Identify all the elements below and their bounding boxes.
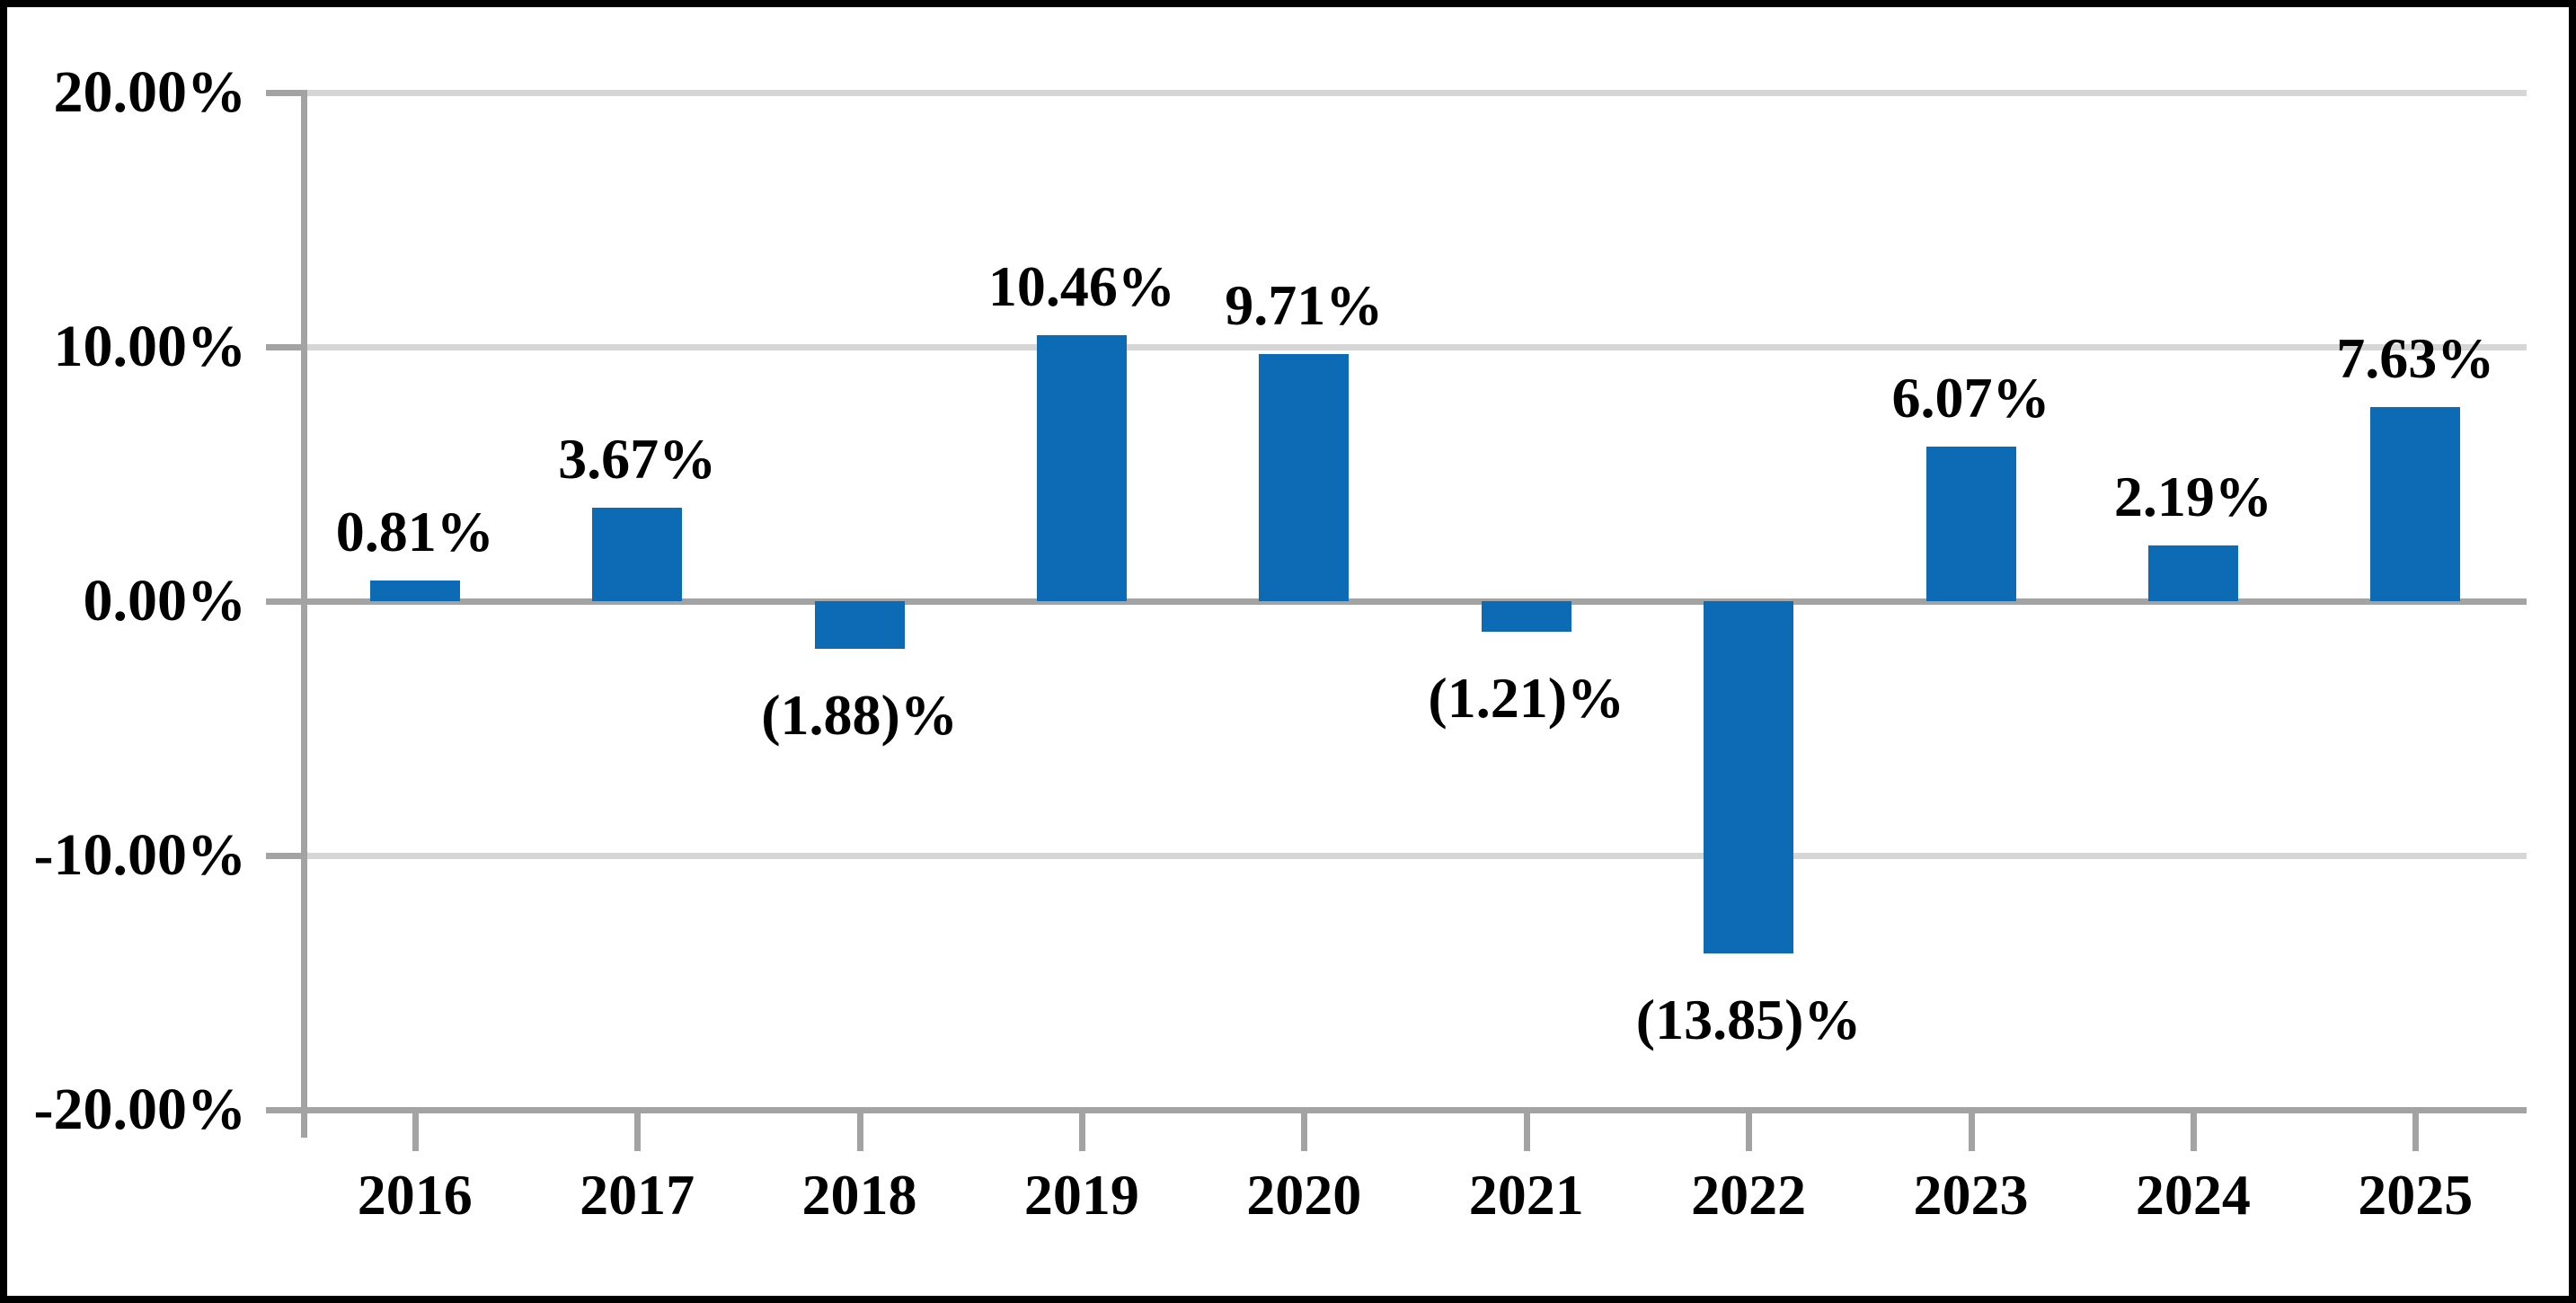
x-axis-label-2021: 2021 [1468, 1163, 1584, 1227]
x-axis-label-2025: 2025 [2358, 1163, 2474, 1227]
x-tick-2021 [1523, 1110, 1530, 1151]
bar-2022 [1704, 601, 1794, 953]
x-axis-label-2017: 2017 [580, 1163, 695, 1227]
bar-2020 [1259, 354, 1350, 601]
bar-label-2022: (13.85)% [1635, 987, 1862, 1051]
bar-label-2020: 9.71% [1225, 273, 1384, 338]
x-axis-label-2016: 2016 [357, 1163, 473, 1227]
y-tick-0 [266, 598, 305, 605]
x-tick-2025 [2412, 1110, 2420, 1151]
x-tick-2022 [1746, 1110, 1753, 1151]
y-axis-label-20: 20.00% [53, 59, 247, 125]
bar-label-2021: (1.21)% [1428, 666, 1624, 731]
y-tick--10 [266, 853, 305, 859]
y-tick-20 [266, 90, 305, 96]
x-tick-2018 [856, 1110, 863, 1151]
x-axis-label-2024: 2024 [2135, 1163, 2251, 1227]
x-tick-2019 [1078, 1110, 1085, 1151]
x-tick-2017 [634, 1110, 642, 1151]
bar-2023 [1925, 447, 2016, 601]
y-axis-label-10: 10.00% [53, 314, 247, 379]
y-axis-label-0: 0.00% [83, 568, 247, 634]
x-tick-2024 [2190, 1110, 2197, 1151]
zero-axis-line [304, 598, 2527, 605]
x-axis-label-2019: 2019 [1023, 1163, 1139, 1227]
bar-2019 [1036, 334, 1127, 601]
bar-label-2025: 7.63% [2336, 326, 2495, 391]
bar-label-2016: 0.81% [335, 500, 494, 564]
x-axis-label-2023: 2023 [1913, 1163, 2029, 1227]
bar-2024 [2147, 545, 2238, 601]
y-tick--20 [266, 1107, 305, 1113]
x-tick-2016 [412, 1110, 419, 1151]
x-axis-label-2018: 2018 [801, 1163, 917, 1227]
x-axis-label-2022: 2022 [1691, 1163, 1807, 1227]
y-axis-line [301, 90, 307, 1138]
y-tick-10 [266, 344, 305, 350]
bar-2018 [814, 601, 905, 650]
x-axis-label-2020: 2020 [1246, 1163, 1362, 1227]
bar-2017 [592, 508, 683, 601]
gridline-20 [304, 90, 2527, 96]
bar-label-2023: 6.07% [1891, 366, 2050, 430]
y-axis-label--20: -20.00% [33, 1077, 246, 1142]
bar-2016 [369, 581, 460, 601]
bar-label-2018: (1.88)% [761, 683, 958, 748]
bar-2021 [1481, 601, 1571, 633]
bar-label-2024: 2.19% [2113, 465, 2272, 529]
x-tick-2020 [1301, 1110, 1308, 1151]
bar-2025 [2370, 407, 2461, 601]
y-axis-label--10: -10.00% [33, 822, 246, 888]
gridline-10 [304, 344, 2527, 350]
bar-label-2019: 10.46% [987, 253, 1175, 318]
x-axis-line [304, 1107, 2527, 1113]
gridline--10 [304, 853, 2527, 859]
x-tick-2023 [1968, 1110, 1975, 1151]
bar-label-2017: 3.67% [558, 427, 717, 492]
